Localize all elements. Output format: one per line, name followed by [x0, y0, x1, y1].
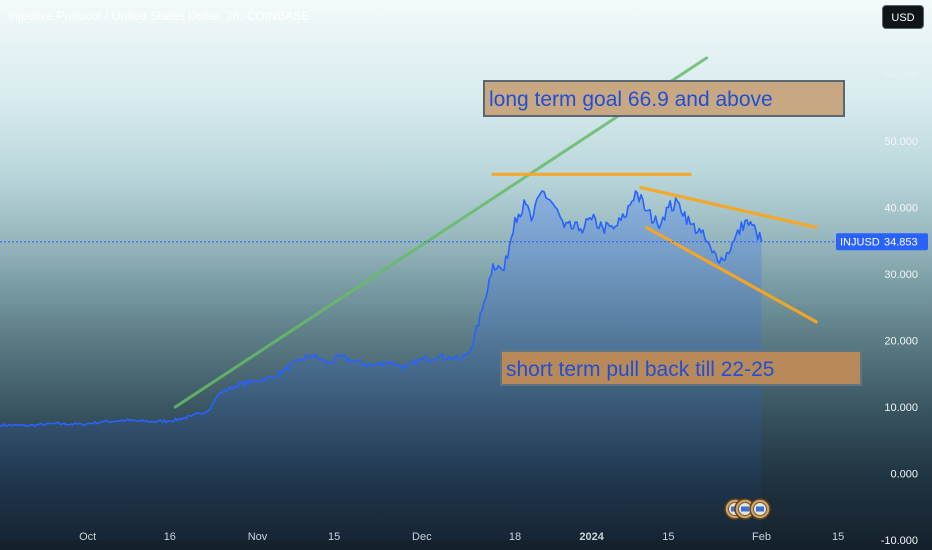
- x-tick-label: Nov: [248, 531, 268, 543]
- price-tag-background: [836, 233, 928, 251]
- channel-upper-drawing[interactable]: [639, 186, 818, 229]
- price-tag-symbol: INJUSD: [840, 237, 880, 249]
- x-tick-label: Dec: [412, 531, 432, 543]
- y-tick-label: -10.000: [881, 535, 918, 547]
- series-area-layer: [0, 190, 762, 540]
- x-tick-label: Feb: [752, 531, 771, 543]
- y-tick-label: 30.000: [884, 269, 918, 281]
- long-term-annotation-box: [483, 80, 845, 117]
- time-axis[interactable]: Oct 16 Nov 15 Dec 18 2024 15 Feb 15: [79, 531, 844, 543]
- price-series-line: [0, 190, 763, 428]
- x-tick-label: Oct: [79, 531, 96, 543]
- currency-button[interactable]: USD: [882, 5, 924, 29]
- x-tick-label: 2024: [579, 531, 604, 543]
- y-tick-label: 60.000: [884, 70, 918, 82]
- price-axis[interactable]: 70.00060.00050.00040.00030.00020.00010.0…: [881, 3, 918, 547]
- short-term-annotation-text: short term pull back till 22-25: [506, 358, 774, 381]
- long-term-annotation-text: long term goal 66.9 and above: [489, 88, 773, 111]
- channel-lower-drawing[interactable]: [644, 225, 818, 324]
- x-tick-label: 16: [164, 531, 176, 543]
- x-tick-label: 15: [832, 531, 844, 543]
- y-tick-label: 0.000: [890, 469, 918, 481]
- y-tick-label: 10.000: [884, 402, 918, 414]
- long-term-annotation[interactable]: long term goal 66.9 and above: [483, 80, 845, 117]
- y-tick-label: 40.000: [884, 203, 918, 215]
- series-area: [0, 190, 762, 540]
- x-tick-label: 15: [328, 531, 340, 543]
- x-tick-label: 15: [662, 531, 674, 543]
- event-badges[interactable]: [724, 498, 771, 520]
- y-tick-label: 50.000: [884, 136, 918, 148]
- short-term-annotation-box: [500, 350, 862, 386]
- y-tick-label: 20.000: [884, 336, 918, 348]
- current-price-tag: INJUSD 34.853: [836, 233, 928, 251]
- x-tick-label: 18: [509, 531, 521, 543]
- price-tag-value: 34.853: [884, 237, 918, 249]
- series-line-layer: [0, 190, 763, 428]
- coin-badge-icon[interactable]: [749, 498, 771, 520]
- chart-title: Injective Protocol / United States Dolla…: [8, 9, 310, 23]
- short-term-annotation[interactable]: short term pull back till 22-25: [500, 350, 862, 386]
